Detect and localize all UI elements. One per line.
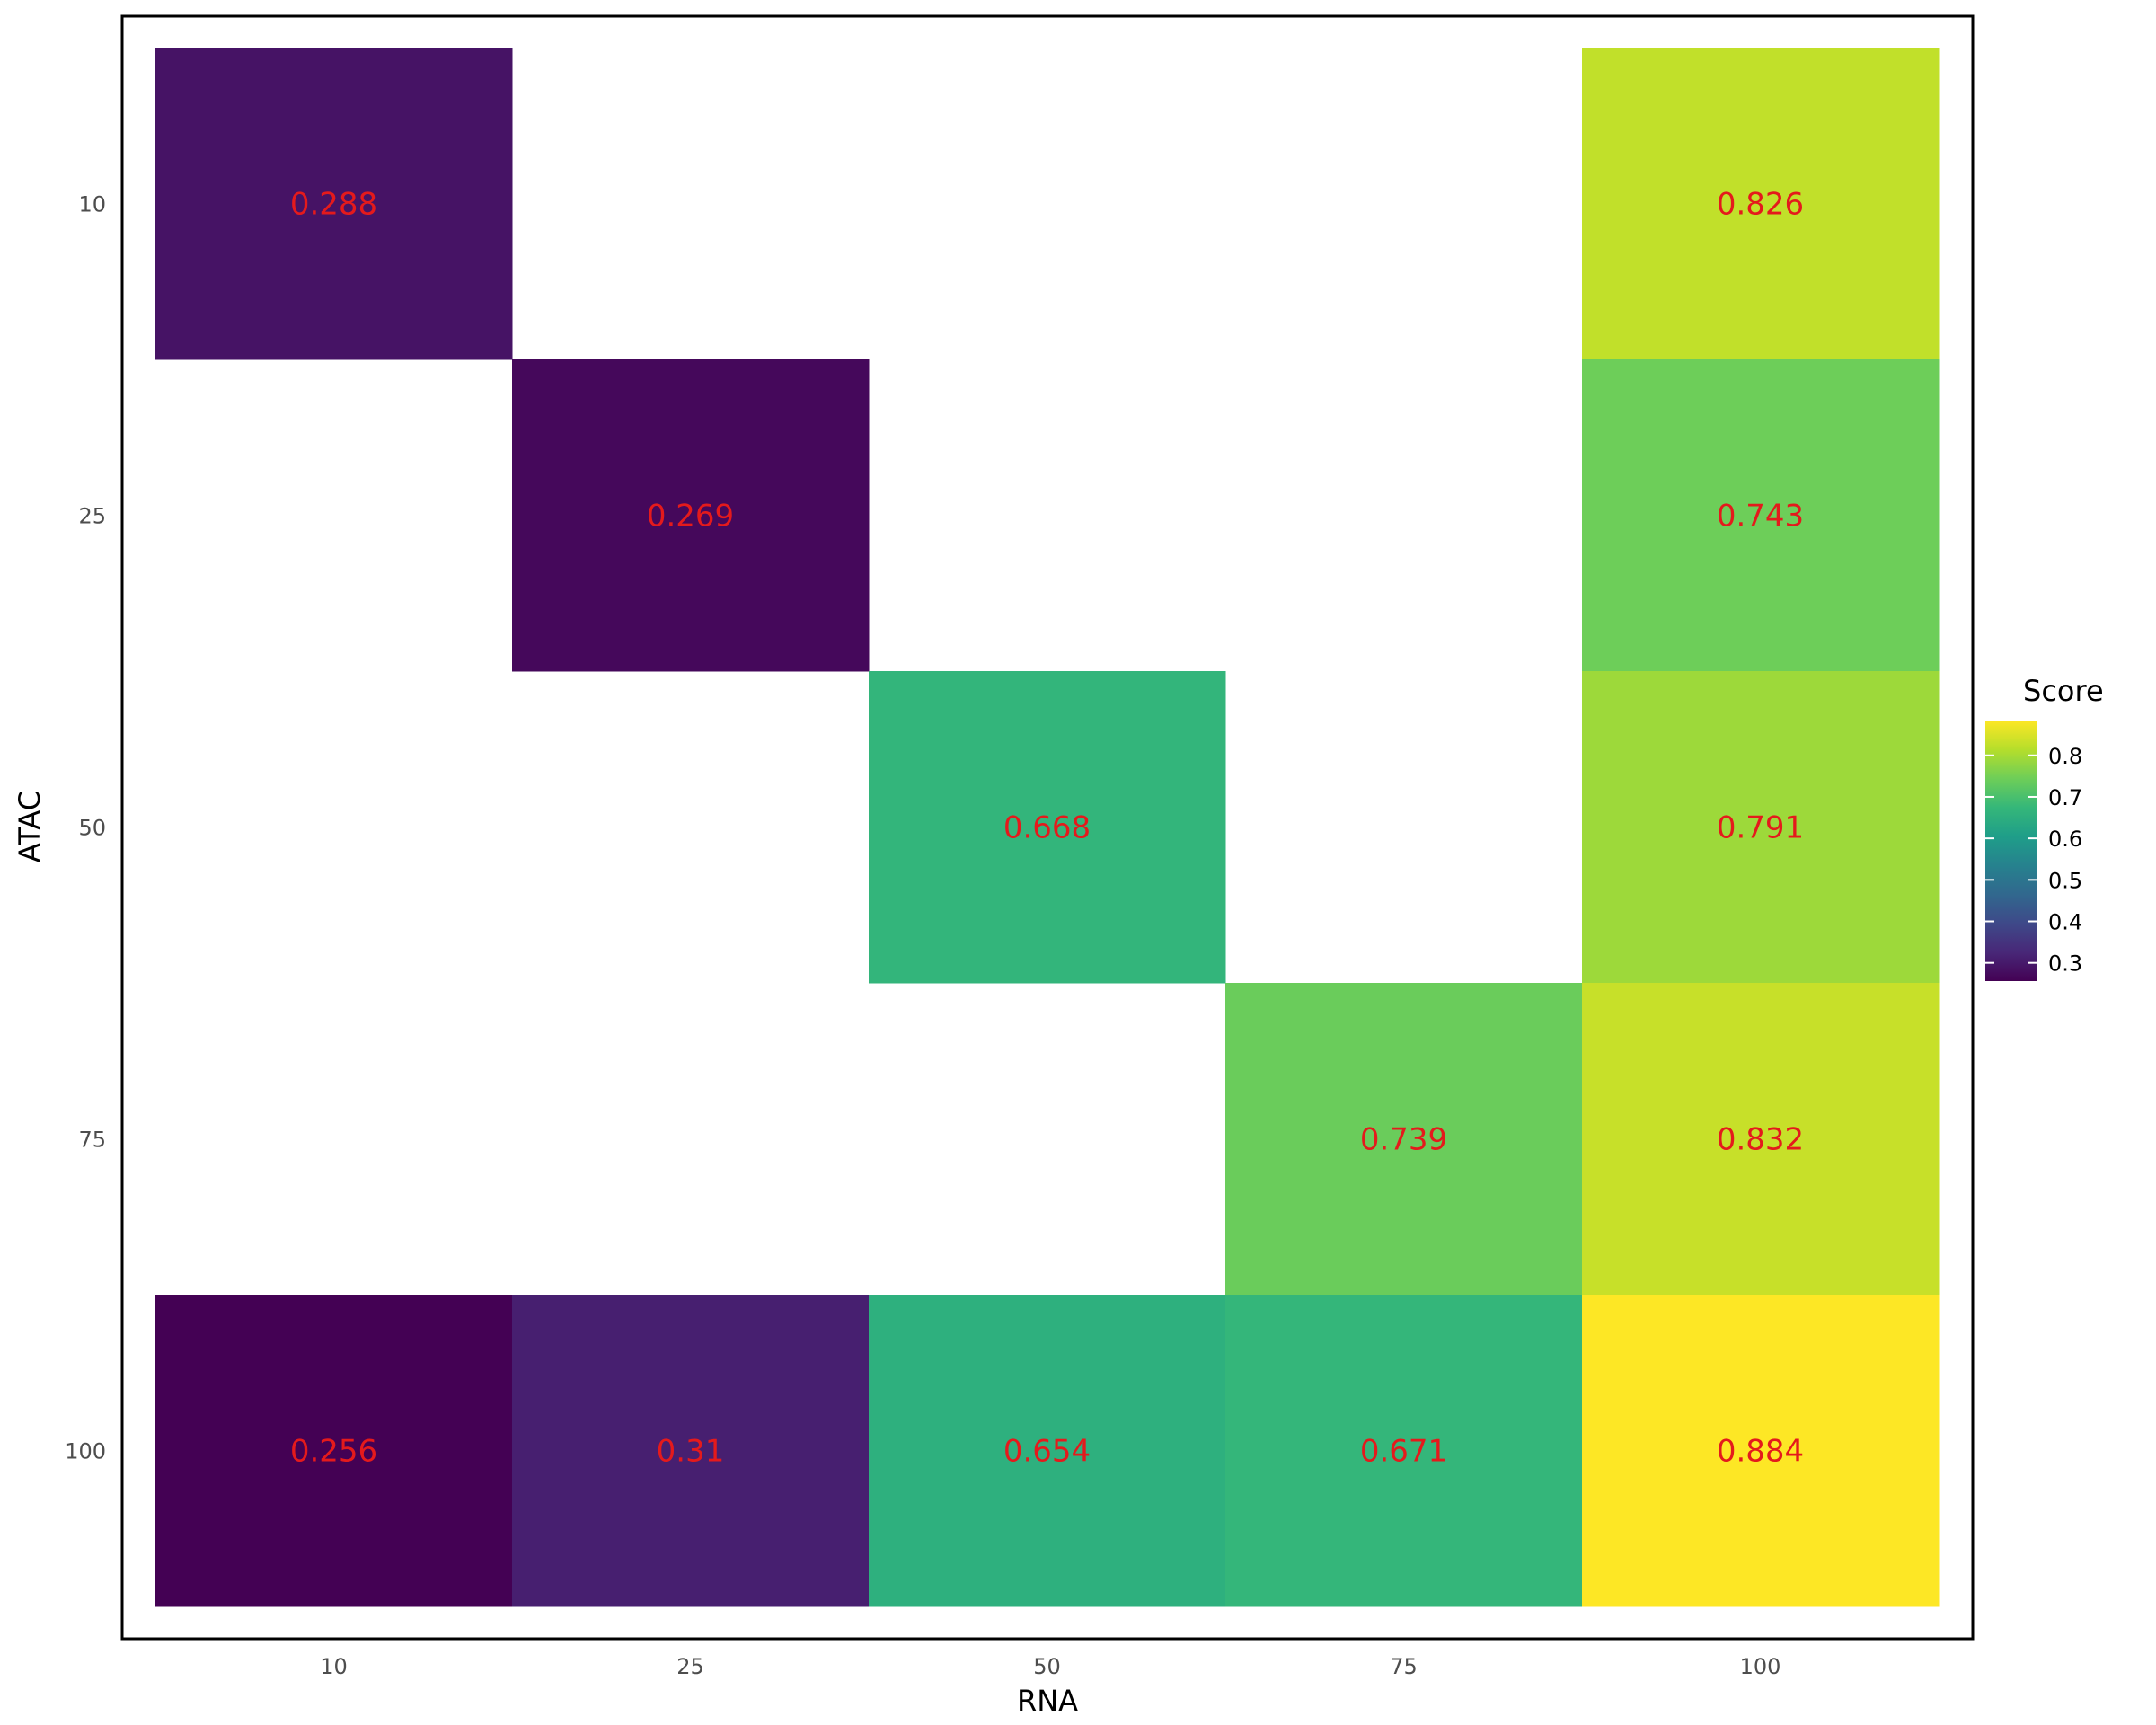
cell-label-rna25-atac25: 0.269 xyxy=(647,499,734,535)
cell-label-rna100-atac75: 0.832 xyxy=(1717,1122,1804,1158)
x-axis-title: RNA xyxy=(1017,1684,1078,1718)
heatmap-cell-rna75-atac100 xyxy=(1225,1295,1583,1607)
legend-ticks: 0.3 0.4 0.5 0.6 0.7 0.8 xyxy=(1985,744,2082,977)
cell-label-rna75-atac100: 0.671 xyxy=(1360,1434,1447,1470)
legend-tick-label-0.8: 0.8 xyxy=(2048,744,2082,769)
cell-label-rna25-atac100: 0.31 xyxy=(657,1434,725,1470)
cell-label-rna100-atac100: 0.884 xyxy=(1717,1434,1804,1470)
legend-tick-label-0.7: 0.7 xyxy=(2048,785,2082,810)
x-tick-label-100: 100 xyxy=(1740,1654,1781,1679)
y-tick-label-75: 75 xyxy=(78,1128,106,1153)
heatmap-cells xyxy=(155,48,1940,1607)
heatmap-cell-rna100-atac50 xyxy=(1582,671,1940,984)
heatmap-cell-rna25-atac25 xyxy=(512,359,870,672)
y-tick-label-10: 10 xyxy=(78,192,106,217)
legend-tick-label-0.3: 0.3 xyxy=(2048,951,2082,977)
heatmap-cell-rna100-atac10 xyxy=(1582,48,1940,360)
heatmap-cell-rna10-atac10 xyxy=(155,48,513,360)
cell-label-rna10-atac100: 0.256 xyxy=(290,1434,377,1470)
y-tick-label-100: 100 xyxy=(65,1439,106,1464)
heatmap-cell-rna100-atac100 xyxy=(1582,1295,1940,1607)
heatmap-cell-rna100-atac75 xyxy=(1582,983,1940,1296)
heatmap-cell-rna75-atac75 xyxy=(1225,983,1583,1296)
cell-label-rna75-atac75: 0.739 xyxy=(1360,1122,1447,1158)
legend-tick-label-0.5: 0.5 xyxy=(2048,868,2082,893)
heatmap-cell-rna50-atac50 xyxy=(869,671,1226,984)
panel-border xyxy=(120,14,1975,1641)
cell-label-rna100-atac50: 0.791 xyxy=(1717,810,1804,846)
y-tick-label-25: 25 xyxy=(78,504,106,529)
color-legend: Score 0.3 0.4 0.5 0.6 0.7 0.8 xyxy=(1985,674,2104,981)
cell-label-rna50-atac100: 0.654 xyxy=(1003,1434,1091,1470)
cell-value-labels: 0.288 0.826 0.269 0.743 0.668 0.791 0.739 0.832… xyxy=(290,187,1804,1470)
heatmap-cell-rna10-atac100 xyxy=(155,1295,513,1607)
cell-label-rna100-atac10: 0.826 xyxy=(1717,187,1804,223)
cell-label-rna10-atac10: 0.288 xyxy=(290,187,377,223)
legend-title: Score xyxy=(2023,674,2104,708)
heatmap-cell-rna100-atac25 xyxy=(1582,359,1940,672)
x-tick-label-75: 75 xyxy=(1390,1654,1418,1679)
x-tick-label-10: 10 xyxy=(320,1654,348,1679)
y-axis-title: ATAC xyxy=(13,791,47,862)
heatmap-cell-rna25-atac100 xyxy=(512,1295,870,1607)
x-tick-label-50: 50 xyxy=(1033,1654,1061,1679)
y-tick-label-50: 50 xyxy=(78,816,106,841)
legend-tick-label-0.6: 0.6 xyxy=(2048,827,2082,852)
cell-label-rna100-atac25: 0.743 xyxy=(1717,499,1804,535)
cell-label-rna50-atac50: 0.668 xyxy=(1003,810,1091,846)
x-axis-ticks: 10 25 50 75 100 xyxy=(320,1654,1780,1679)
legend-tick-label-0.4: 0.4 xyxy=(2048,910,2082,935)
y-axis-ticks: 10 25 50 75 100 xyxy=(65,192,106,1464)
heatmap-cell-rna50-atac100 xyxy=(869,1295,1226,1607)
legend-colorbar xyxy=(1985,721,2037,981)
x-tick-label-25: 25 xyxy=(676,1654,704,1679)
